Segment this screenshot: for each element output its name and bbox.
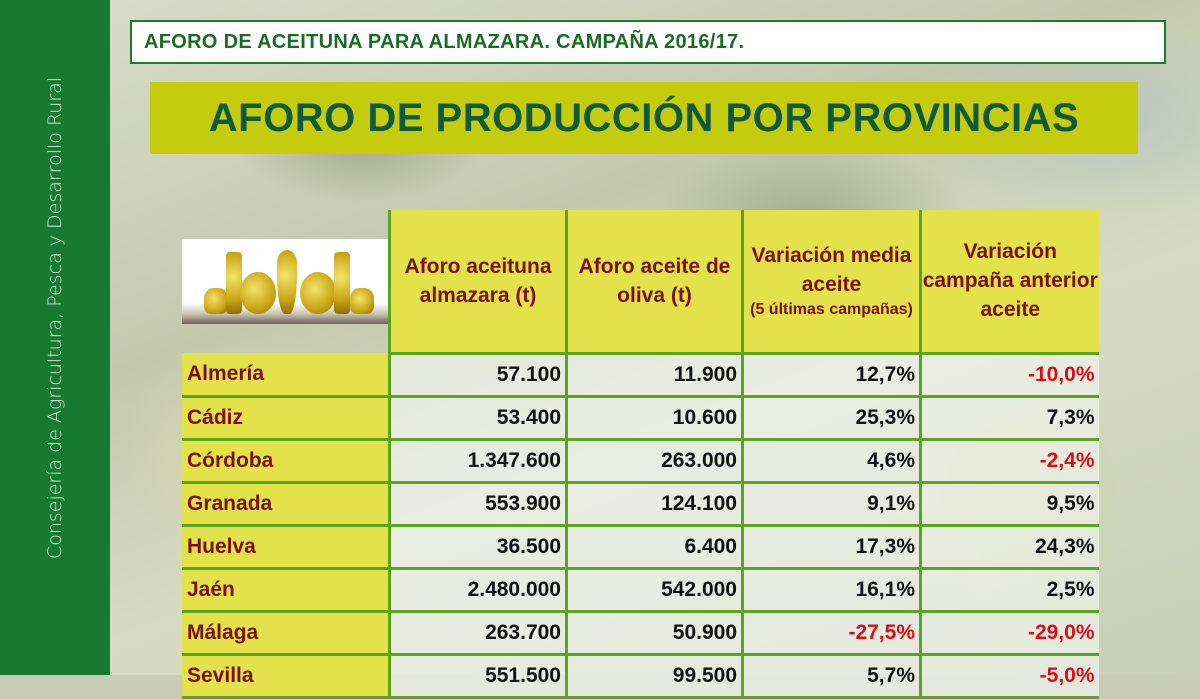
table-row: Jaén 2.480.000 542.000 16,1% 2,5% <box>182 568 1099 613</box>
var-anterior-value: -29,0% <box>919 611 1099 656</box>
table-row: Granada 553.900 124.100 9,1% 9,5% <box>182 482 1099 527</box>
aceite-value: 11.900 <box>565 353 743 398</box>
aceite-value: 50.900 <box>565 611 743 656</box>
province-name: Málaga <box>182 611 390 656</box>
aceituna-value: 1.347.600 <box>388 439 567 484</box>
header-image-cell <box>182 210 390 353</box>
table-row: Huelva 36.500 6.400 17,3% 24,3% <box>182 525 1099 570</box>
table-row: Almería 57.100 11.900 12,7% -10,0% <box>182 353 1099 398</box>
aceite-value: 6.400 <box>565 525 743 570</box>
aceite-value: 99.500 <box>565 654 743 699</box>
campaign-banner: AFORO DE ACEITUNA PARA ALMAZARA. CAMPAÑA… <box>130 20 1166 64</box>
province-name: Jaén <box>182 568 390 613</box>
var-media-value: -27,5% <box>741 611 921 656</box>
page-title: AFORO DE PRODUCCIÓN POR PROVINCIAS <box>150 82 1138 154</box>
header-variacion-media: Variación media aceite (5 últimas campañ… <box>741 210 921 355</box>
var-anterior-value: -10,0% <box>919 353 1099 398</box>
var-media-value: 25,3% <box>741 396 921 441</box>
aceituna-value: 263.700 <box>388 611 567 656</box>
var-anterior-value: -5,0% <box>919 654 1099 699</box>
province-name: Cádiz <box>182 396 390 441</box>
table-row: Málaga 263.700 50.900 -27,5% -29,0% <box>182 611 1099 656</box>
table-row: Cádiz 53.400 10.600 25,3% 7,3% <box>182 396 1099 441</box>
table-row: Córdoba 1.347.600 263.000 4,6% -2,4% <box>182 439 1099 484</box>
var-media-value: 4,6% <box>741 439 921 484</box>
table-header-row: Aforo aceituna almazara (t) Aforo aceite… <box>182 210 1099 355</box>
var-anterior-value: 24,3% <box>919 525 1099 570</box>
aceite-value: 542.000 <box>565 568 743 613</box>
var-media-value: 12,7% <box>741 353 921 398</box>
province-name: Granada <box>182 482 390 527</box>
aceite-value: 124.100 <box>565 482 743 527</box>
table-row: Sevilla 551.500 99.500 5,7% -5,0% <box>182 654 1099 699</box>
olive-oil-bottles-icon <box>182 239 388 324</box>
var-anterior-value: 9,5% <box>919 482 1099 527</box>
var-media-value: 16,1% <box>741 568 921 613</box>
var-media-value: 5,7% <box>741 654 921 699</box>
page-title-text: AFORO DE PRODUCCIÓN POR PROVINCIAS <box>208 95 1080 140</box>
aceite-value: 10.600 <box>565 396 743 441</box>
aceituna-value: 36.500 <box>388 525 567 570</box>
aceituna-value: 57.100 <box>388 353 567 398</box>
province-name: Córdoba <box>182 439 390 484</box>
var-anterior-value: 2,5% <box>919 568 1099 613</box>
ministry-name: Consejería de Agricultura, Pesca y Desar… <box>44 76 66 560</box>
province-name: Sevilla <box>182 654 390 699</box>
aceituna-value: 551.500 <box>388 654 567 699</box>
province-name: Almería <box>182 353 390 398</box>
header-aforo-aceituna: Aforo aceituna almazara (t) <box>388 210 567 355</box>
header-variacion-anterior: Variación campaña anterior aceite <box>919 210 1099 355</box>
header-aforo-aceite: Aforo aceite de oliva (t) <box>565 210 743 355</box>
sidebar: Consejería de Agricultura, Pesca y Desar… <box>0 0 110 675</box>
aceituna-value: 2.480.000 <box>388 568 567 613</box>
var-anterior-value: -2,4% <box>919 439 1099 484</box>
var-media-value: 17,3% <box>741 525 921 570</box>
aceituna-value: 53.400 <box>388 396 567 441</box>
var-anterior-value: 7,3% <box>919 396 1099 441</box>
aceituna-value: 553.900 <box>388 482 567 527</box>
campaign-banner-text: AFORO DE ACEITUNA PARA ALMAZARA. CAMPAÑA… <box>144 30 745 53</box>
production-table: Aforo aceituna almazara (t) Aforo aceite… <box>182 210 1099 699</box>
var-media-value: 9,1% <box>741 482 921 527</box>
province-name: Huelva <box>182 525 390 570</box>
aceite-value: 263.000 <box>565 439 743 484</box>
